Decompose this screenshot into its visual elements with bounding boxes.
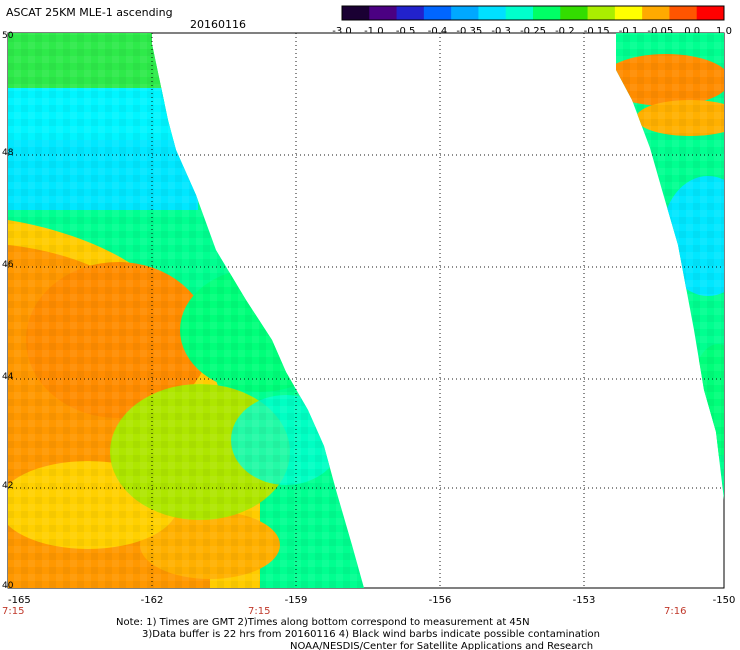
- lon-tick-label: -150: [713, 595, 736, 606]
- colorbar-segment: [423, 6, 452, 20]
- note-line-3: NOAA/NESDIS/Center for Satellite Applica…: [290, 641, 593, 650]
- map-date: 20160116: [190, 18, 246, 31]
- gridlines: [8, 33, 724, 588]
- colorbar-label: -0.35: [456, 26, 482, 37]
- colorbar-label: -0.25: [520, 26, 546, 37]
- colorbar-label: 1.0: [716, 26, 732, 37]
- colorbar-segment: [505, 6, 534, 20]
- colorbar-segment: [642, 6, 670, 20]
- time-label: 7:15: [2, 606, 24, 617]
- time-labels: 7:15 7:15 7:16: [2, 606, 686, 617]
- lat-tick-label: 48: [2, 148, 14, 158]
- time-label: 7:16: [664, 606, 686, 617]
- colorbar-label: -3.0: [332, 26, 352, 37]
- time-label: 7:15: [248, 606, 270, 617]
- lon-tick-label: -156: [429, 595, 452, 606]
- colorbar-segment: [478, 6, 507, 20]
- note-line-1: Note: 1) Times are GMT 2)Times along bot…: [116, 617, 530, 628]
- lon-tick-labels: -165 -162 -159 -156 -153 -150: [8, 595, 735, 606]
- lon-tick-label: -153: [573, 595, 596, 606]
- colorbar-segment: [396, 6, 425, 20]
- colorbar: -3.0 -1.0 -0.5 -0.4 -0.35 -0.3 -0.25 -0.2 -0.15-…: [332, 5, 732, 37]
- colorbar-segment: [696, 6, 725, 20]
- colorbar-segment: [342, 6, 370, 20]
- colorbar-label: -0.4: [428, 26, 448, 37]
- colorbar-label: -0.2: [555, 26, 575, 37]
- colorbar-label: -0.05: [647, 26, 673, 37]
- lon-tick-label: -162: [141, 595, 164, 606]
- colorbar-label: -0.5: [396, 26, 416, 37]
- colorbar-label: -0.15: [584, 26, 610, 37]
- lat-tick-label: 46: [2, 260, 14, 270]
- colorbar-segment: [669, 6, 698, 20]
- lat-tick-labels: 50 48 46 44 42 40: [2, 31, 14, 591]
- lon-tick-label: -159: [285, 595, 308, 606]
- colorbar-label: -0.3: [491, 26, 511, 37]
- colorbar-segment: [587, 6, 616, 20]
- lat-tick-label: 50: [2, 31, 14, 41]
- colorbar-border: [341, 5, 725, 21]
- lon-tick-label: -165: [8, 595, 31, 606]
- colorbar-segment: [451, 6, 479, 20]
- colorbar-segment: [369, 6, 398, 20]
- map-title: ASCAT 25KM MLE-1 ascending: [6, 6, 173, 19]
- colorbar-label: 0.0: [684, 26, 700, 37]
- note-line-2: 3)Data buffer is 22 hrs from 20160116 4)…: [142, 629, 600, 640]
- colorbar-label: -0.1: [619, 26, 639, 37]
- lat-tick-label: 40: [2, 581, 14, 591]
- colorbar-segment: [560, 6, 589, 20]
- lat-tick-label: 44: [2, 372, 14, 382]
- colorbar-segment: [614, 6, 643, 20]
- colorbar-segment: [533, 6, 561, 20]
- colorbar-label: -1.0: [364, 26, 384, 37]
- lat-tick-label: 42: [2, 481, 13, 491]
